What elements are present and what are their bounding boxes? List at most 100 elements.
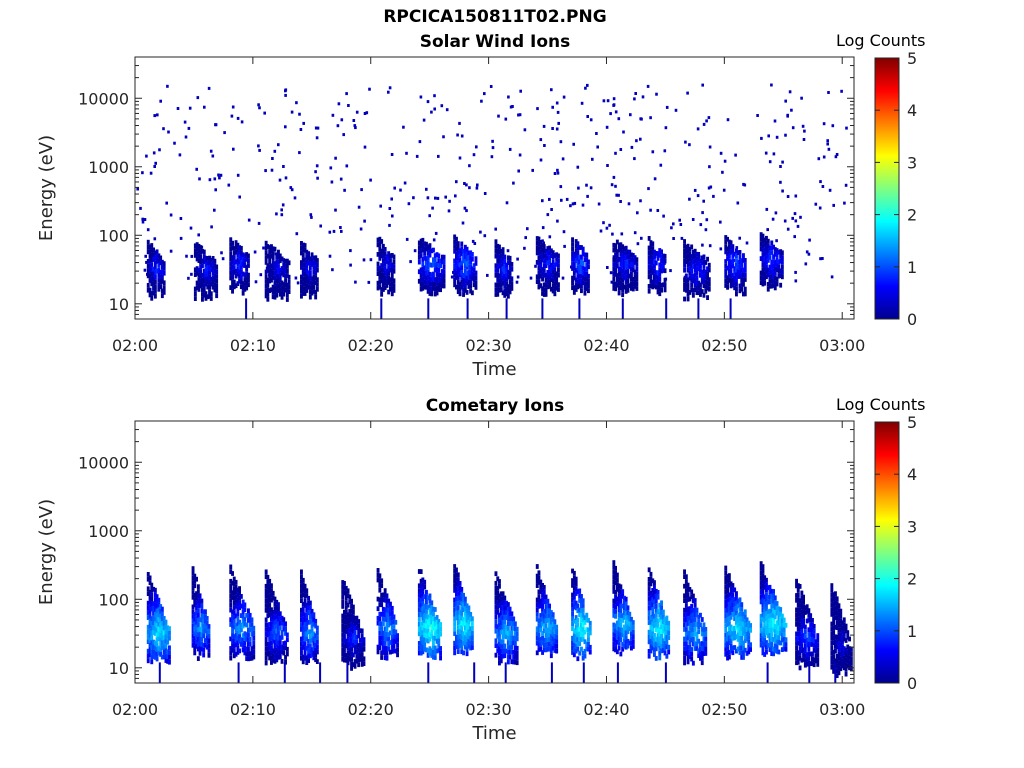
spectrogram-cell <box>841 653 844 659</box>
spectrogram-cell <box>380 602 384 608</box>
spectrogram-cell <box>465 280 469 286</box>
spectrogram-cell <box>378 583 382 588</box>
spectrogram-cell <box>381 640 385 646</box>
spectrogram-cell <box>341 599 345 604</box>
spectrogram-cell <box>463 273 467 279</box>
spectrogram-cell <box>745 622 749 627</box>
spectrogram-cell <box>807 646 811 652</box>
spectrogram-cell <box>695 256 699 262</box>
spectrogram-cell <box>649 605 653 611</box>
spectrogram-cell <box>548 260 551 265</box>
spectrogram-cell <box>465 617 469 623</box>
colorbar <box>874 57 900 320</box>
spectrogram-cell <box>271 653 275 658</box>
spectrogram-cell <box>238 259 241 265</box>
spectrogram-cell <box>705 218 709 222</box>
spectrogram-cell <box>496 609 500 615</box>
spectrogram-cell <box>837 603 841 609</box>
spectrogram-cell <box>841 639 844 645</box>
spectrogram-cell <box>494 580 498 586</box>
spectrogram-cell <box>268 273 272 279</box>
spectrogram-cell <box>786 113 789 117</box>
spectrogram-cell <box>541 611 544 617</box>
spectrogram-cell <box>621 282 625 288</box>
spectrogram-cell <box>537 647 541 652</box>
spectrogram-cell <box>278 640 282 645</box>
spectrogram-cell <box>649 259 653 265</box>
spectrogram-cell <box>686 654 690 660</box>
spectrogram-cell <box>793 212 797 216</box>
spectrogram-cell <box>585 271 589 277</box>
spectrogram-cell <box>353 616 357 621</box>
spectrogram-cell <box>700 269 704 275</box>
spectrogram-cell <box>148 594 152 600</box>
spectrogram-cell <box>729 278 733 284</box>
spectrogram-cell <box>546 284 550 290</box>
spectrogram-cell <box>654 646 658 652</box>
spectrogram-cell <box>479 230 482 234</box>
spectrogram-cell <box>656 590 660 595</box>
spectrogram-cell <box>234 637 238 643</box>
spectrogram-cell <box>243 258 247 263</box>
x-tick-label: 02:20 <box>348 336 394 355</box>
spectrogram-cell <box>651 592 655 598</box>
spectrogram-cell <box>234 594 238 600</box>
spectrogram-cell <box>653 637 656 643</box>
spectrogram-cell <box>470 271 474 276</box>
spectrogram-cell <box>699 272 702 278</box>
spectrogram-cell <box>571 597 574 603</box>
spectrogram-cell <box>759 275 763 281</box>
spectrogram-cell <box>612 589 616 594</box>
spectrogram-cell <box>795 593 798 598</box>
spectrogram-cell <box>432 276 435 282</box>
spectrogram-cell <box>811 632 814 638</box>
spectrogram-cell <box>621 249 625 254</box>
spectrogram-cell <box>417 602 421 608</box>
colorbar-tick-label: 4 <box>907 465 917 484</box>
spectrogram-cell <box>440 269 444 274</box>
spectrogram-cell <box>830 645 834 651</box>
spectrogram-cell <box>460 265 464 271</box>
spectrogram-cell <box>726 598 729 603</box>
spectrogram-cell <box>586 83 589 87</box>
spectrogram-cell <box>157 272 161 278</box>
spectrogram-cell <box>581 631 585 637</box>
spectrogram-cell <box>202 283 206 288</box>
spectrogram-cell <box>555 127 559 131</box>
spectrogram-cell <box>383 285 387 291</box>
spectrogram-cell <box>661 263 665 268</box>
spectrogram-cell <box>544 633 548 638</box>
spectrogram-cell <box>419 95 423 99</box>
spectrogram-cell <box>647 284 651 289</box>
spectrogram-cell <box>154 161 157 165</box>
spectrogram-cell <box>390 629 394 635</box>
spectrogram-cell <box>795 621 798 627</box>
spectrogram-cell <box>535 573 539 579</box>
spectrogram-cell <box>583 257 587 262</box>
spectrogram-cell <box>555 639 559 644</box>
spectrogram-cell <box>380 291 384 297</box>
spectrogram-cell <box>458 121 461 125</box>
spectrogram-cell <box>505 267 508 273</box>
spectrogram-cell <box>396 638 399 643</box>
spectrogram-cell <box>768 599 772 604</box>
spectrogram-cell <box>463 244 467 250</box>
spectrogram-cell <box>491 139 494 143</box>
spectrogram-cell <box>665 105 669 109</box>
spectrogram-cell <box>553 291 557 297</box>
spectrogram-cell <box>768 245 772 251</box>
spectrogram-cell <box>264 274 268 280</box>
spectrogram-cell <box>494 263 498 269</box>
spectrogram-cell <box>280 644 284 650</box>
spectrogram-cell <box>465 290 469 295</box>
spectrogram-cell <box>658 286 662 292</box>
spectrogram-cell <box>241 262 245 267</box>
spectrogram-cell <box>231 274 234 280</box>
spectrogram-cell <box>585 617 589 623</box>
spectrogram-cell <box>707 267 711 273</box>
spectrogram-cell <box>155 651 159 657</box>
spectrogram-cell <box>501 256 505 262</box>
spectrogram-cell <box>649 576 653 582</box>
spectrogram-cell <box>199 264 203 270</box>
spectrogram-cell <box>423 646 427 652</box>
